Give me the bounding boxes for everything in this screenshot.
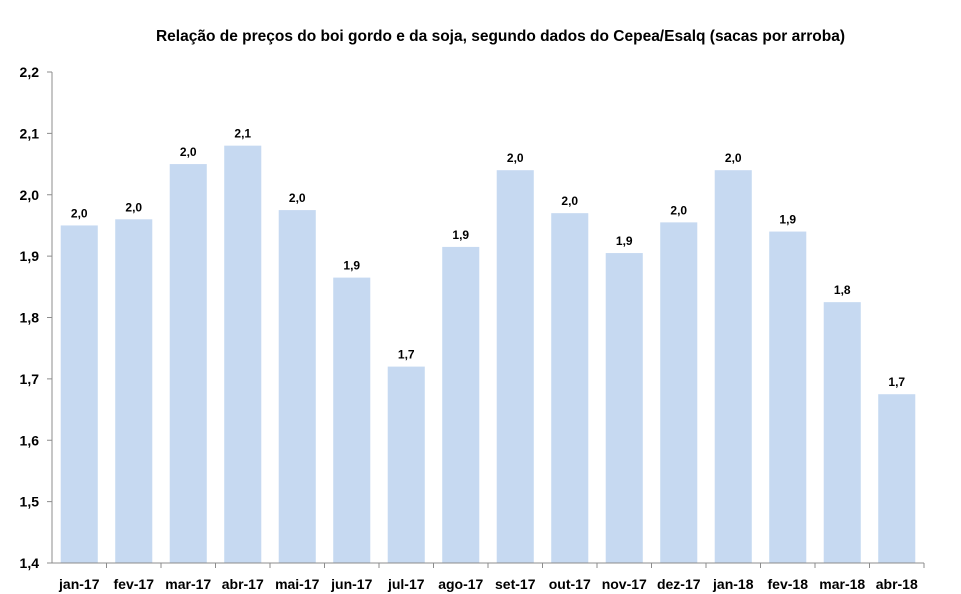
data-label: 2,0 <box>289 191 306 205</box>
x-tick-label: abr-18 <box>876 576 918 592</box>
x-tick-label: mai-17 <box>275 576 320 592</box>
data-label: 2,0 <box>561 194 578 208</box>
data-label: 2,0 <box>670 203 687 217</box>
data-label: 2,0 <box>180 145 197 159</box>
x-tick-label: dez-17 <box>657 576 701 592</box>
y-tick-label: 2,2 <box>20 64 40 80</box>
x-tick-label: jun-17 <box>330 576 372 592</box>
x-tick-label: fev-17 <box>114 576 155 592</box>
y-tick-label: 1,6 <box>20 432 40 448</box>
data-label: 1,7 <box>398 348 415 362</box>
x-tick-label: jan-18 <box>712 576 754 592</box>
x-tick-label: mar-18 <box>819 576 865 592</box>
bar <box>496 170 534 563</box>
x-tick-label: jul-17 <box>387 576 425 592</box>
y-tick-label: 1,4 <box>20 555 40 571</box>
y-tick-label: 2,0 <box>20 187 40 203</box>
data-label: 1,9 <box>343 259 360 273</box>
bar <box>769 231 807 563</box>
data-label: 1,9 <box>452 228 469 242</box>
bar <box>387 366 425 563</box>
data-label: 2,1 <box>234 127 251 141</box>
bar <box>60 225 98 563</box>
data-label: 1,9 <box>779 213 796 227</box>
data-label: 2,0 <box>725 151 742 165</box>
y-tick-label: 2,1 <box>20 125 40 141</box>
bar <box>823 302 861 563</box>
bar <box>605 253 643 563</box>
data-label: 1,7 <box>888 375 905 389</box>
x-tick-label: set-17 <box>495 576 536 592</box>
bar <box>714 170 752 563</box>
y-tick-label: 1,8 <box>20 310 40 326</box>
x-tick-label: mar-17 <box>165 576 211 592</box>
x-tick-label: abr-17 <box>222 576 264 592</box>
x-tick-label: ago-17 <box>438 576 483 592</box>
data-label: 1,9 <box>616 234 633 248</box>
x-tick-label: fev-18 <box>768 576 809 592</box>
bar <box>333 277 371 563</box>
data-label: 2,0 <box>125 200 142 214</box>
y-tick-label: 1,5 <box>20 494 40 510</box>
x-axis: jan-17 fev-17 mar-17 abr-17 mai-17 jun-17 jul-… <box>52 562 925 592</box>
bar <box>115 219 153 564</box>
chart-title: Relação de preços do boi gordo e da soja… <box>155 28 846 45</box>
data-label: 2,0 <box>71 206 88 220</box>
data-label: 2,0 <box>507 151 524 165</box>
x-tick-label: nov-17 <box>602 576 647 592</box>
bar <box>878 394 916 563</box>
x-tick-label: out-17 <box>549 576 591 592</box>
y-tick-label: 1,7 <box>20 371 40 387</box>
bar <box>660 222 698 563</box>
bar <box>278 210 316 563</box>
bar <box>442 246 480 563</box>
y-tick-label: 1,9 <box>20 248 40 264</box>
y-axis: 1,4 1,5 1,6 1,7 1,8 1,9 2,0 2,1 2,2 <box>20 64 53 571</box>
bar <box>169 164 207 563</box>
x-tick-label: jan-17 <box>58 576 100 592</box>
bars: 2,0 2,0 2,0 2,1 2,0 1,9 1,7 1,9 2,0 2,0 1,9 2,0 2,0 1… <box>60 127 916 564</box>
data-label: 1,8 <box>834 283 851 297</box>
bar <box>551 213 589 563</box>
bar <box>224 145 262 563</box>
